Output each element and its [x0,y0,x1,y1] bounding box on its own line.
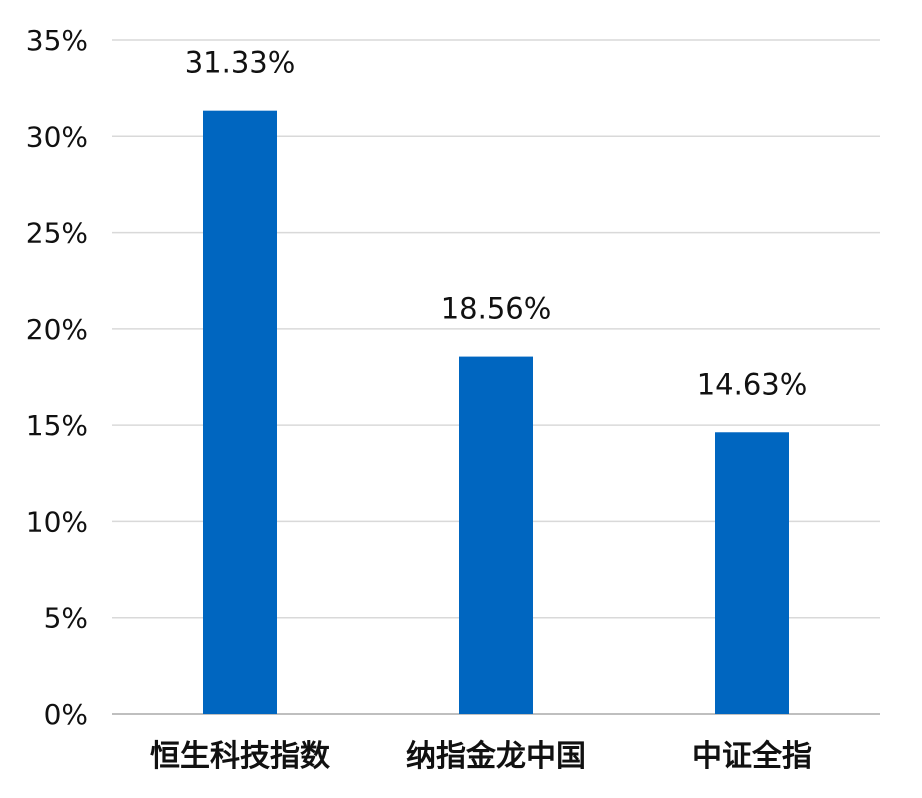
y-tick-label: 15% [26,409,88,442]
data-label: 14.63% [697,367,808,401]
y-tick-label: 25% [26,217,88,250]
bars [203,110,789,715]
data-label: 18.56% [441,292,552,326]
y-tick-label: 30% [26,120,88,153]
bar [203,110,277,715]
bar [459,356,533,714]
data-label: 31.33% [185,46,296,80]
y-tick-label: 35% [26,24,88,57]
x-tick-label: 中证全指 [692,739,812,774]
y-tick-label: 5% [44,602,88,635]
x-axis-category-labels: 恒生科技指数 纳指金龙中国 中证全指 [150,739,812,774]
y-tick-label: 20% [26,313,88,346]
y-tick-label: 0% [44,698,88,731]
y-axis-tick-labels: 0% 5% 10% 15% 20% 25% 30% 35% [26,24,88,731]
x-tick-label: 恒生科技指数 [150,739,331,774]
data-labels: 31.33% 18.56% 14.63% [185,46,808,402]
bar [715,432,789,714]
x-tick-label: 纳指金龙中国 [406,739,586,774]
y-tick-label: 10% [26,505,88,538]
